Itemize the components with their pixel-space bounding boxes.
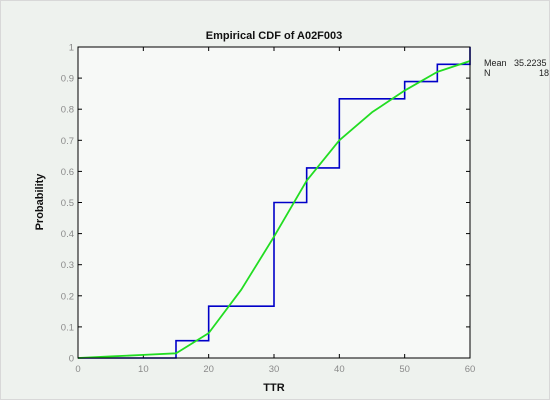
x-axis-title: TTR <box>263 382 284 394</box>
x-tick-label: 0 <box>75 364 80 375</box>
x-tick-label: 50 <box>399 364 410 375</box>
y-tick-label: 0.8 <box>61 105 74 116</box>
chart-title: Empirical CDF of A02F003 <box>206 30 343 42</box>
y-tick-label: 0.6 <box>61 167 74 178</box>
stat-n-label: N <box>484 68 491 78</box>
x-tick-label: 10 <box>138 364 149 375</box>
y-tick-label: 0.9 <box>61 74 74 85</box>
plot-border <box>77 46 471 359</box>
stat-n-value: 18 <box>539 68 550 78</box>
fitted-cdf-line <box>77 60 471 359</box>
ticks-group: 0 10 20 30 40 50 60 0 0.1 0.2 0.3 0.4 0.5 0.6 0.7 0.8 0.… <box>61 43 476 376</box>
y-tick-label: 0.4 <box>61 229 74 240</box>
y-tick-label: 0.7 <box>61 136 74 147</box>
series-group <box>77 47 471 359</box>
x-tick-label: 30 <box>269 364 280 375</box>
y-tick-label: 0.2 <box>61 291 74 302</box>
y-tick-label: 1 <box>69 43 74 54</box>
y-tick-label: 0.5 <box>61 198 74 209</box>
stat-mean-label: Mean <box>484 58 507 68</box>
stat-mean-value: 35.2235 <box>514 58 547 68</box>
x-tick-label: 20 <box>203 364 214 375</box>
y-tick-label: 0.1 <box>61 322 74 333</box>
x-tick-label: 40 <box>334 364 345 375</box>
x-tick-label: 60 <box>465 364 476 375</box>
y-axis-title: Probability <box>34 173 46 231</box>
y-tick-label: 0 <box>69 354 74 365</box>
y-tick-label: 0.3 <box>61 260 74 271</box>
